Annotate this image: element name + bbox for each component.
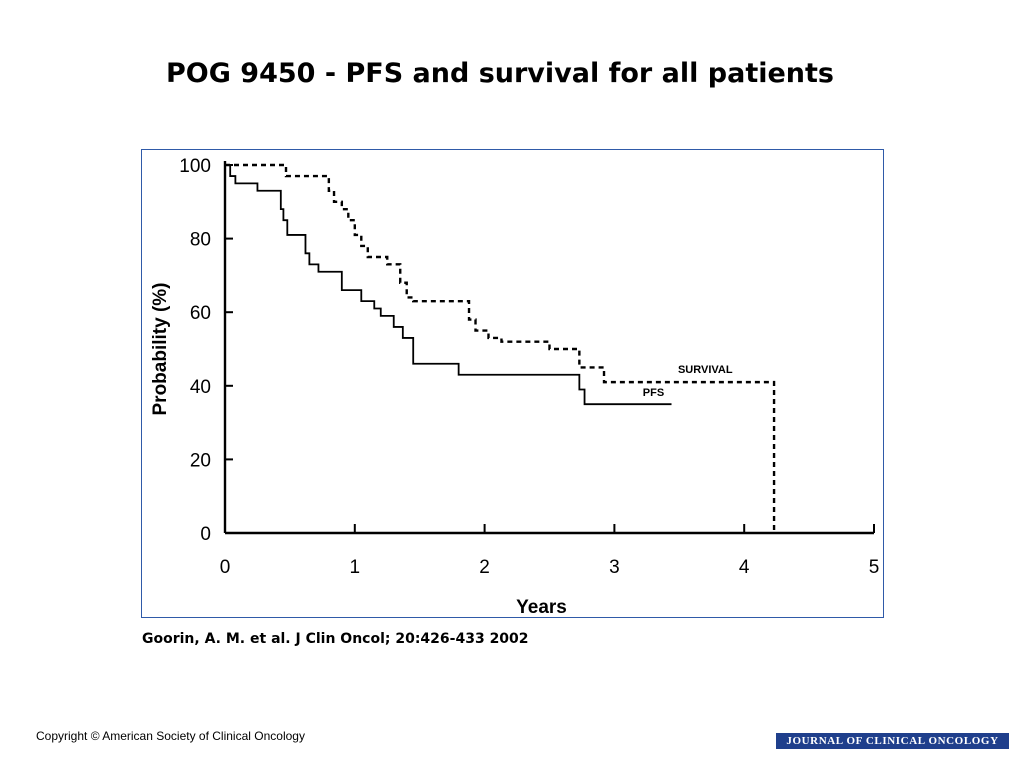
journal-logo: JOURNAL OF CLINICAL ONCOLOGY <box>776 733 1009 749</box>
x-tick-label-3: 3 <box>609 557 620 578</box>
x-tick-label-5: 5 <box>869 557 880 578</box>
y-tick-label-3: 60 <box>190 303 211 324</box>
x-tick-label-0: 0 <box>220 557 231 578</box>
series-label-survival: SURVIVAL <box>678 364 733 376</box>
series-survival-line <box>225 163 776 533</box>
y-tick-label-5: 100 <box>179 156 211 177</box>
series-label-pfs: PFS <box>643 387 664 399</box>
y-tick-label-0: 0 <box>200 524 211 545</box>
series-pfs-line <box>225 164 672 406</box>
y-tick-label-4: 80 <box>190 230 211 251</box>
y-axis-title: Probability (%) <box>150 282 171 415</box>
x-tick-label-1: 1 <box>350 557 361 578</box>
citation: Goorin, A. M. et al. J Clin Oncol; 20:42… <box>142 631 529 647</box>
survival-chart: 0 1 2 3 4 5 0 20 40 60 80 100 Years Probability (%) SU… <box>150 156 880 617</box>
copyright-notice: Copyright © American Society of Clinical… <box>36 729 305 743</box>
x-tick-label-4: 4 <box>739 557 750 578</box>
y-tick-label-2: 40 <box>190 377 211 398</box>
x-tick-label-2: 2 <box>479 557 490 578</box>
x-axis-title: Years <box>516 597 567 617</box>
y-tick-label-1: 20 <box>190 450 211 471</box>
chart-figure: 0 1 2 3 4 5 0 20 40 60 80 100 Years Probability (%) SU… <box>141 149 884 618</box>
slide-title: POG 9450 - PFS and survival for all pati… <box>166 58 834 89</box>
